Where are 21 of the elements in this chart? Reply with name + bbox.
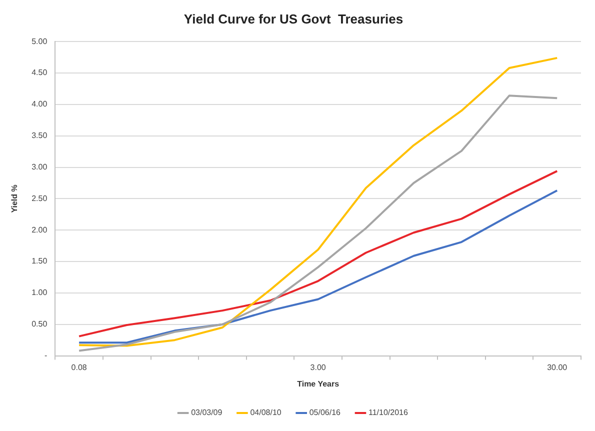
y-tick-label: 4.00 [32, 100, 48, 109]
y-tick-label: 1.00 [32, 288, 48, 298]
legend-label: 04/08/10 [250, 408, 282, 418]
chart-title: Yield Curve for US Govt Treasuries [184, 11, 404, 26]
x-tick-label: 3.00 [310, 362, 326, 372]
y-tick-label: 5.00 [32, 36, 48, 46]
y-tick-label: 3.00 [32, 162, 48, 172]
legend-label: 11/10/2016 [368, 408, 408, 418]
legend-label: 03/03/09 [191, 408, 223, 418]
y-tick-label: 4.50 [32, 68, 48, 78]
y-axis-title: Yield % [10, 184, 20, 213]
legend-label: 05/06/16 [309, 408, 342, 418]
y-tick-label: - [44, 351, 48, 360]
x-tick-label: 30.00 [547, 362, 568, 372]
y-tick-label: 3.50 [32, 131, 48, 140]
y-tick-label: 0.50 [32, 320, 48, 329]
y-tick-label: 1.50 [32, 256, 48, 266]
y-tick-label: 2.00 [32, 225, 48, 234]
y-tick-label: 2.50 [32, 194, 48, 203]
x-axis-title: Time Years [297, 379, 340, 388]
x-tick-label: 0.08 [71, 362, 88, 372]
